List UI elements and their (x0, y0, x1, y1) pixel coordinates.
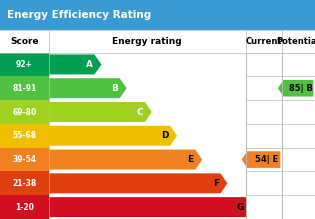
Bar (282, 195, 315, 219)
Bar (0, 195, 49, 219)
Bar (0, 148, 49, 171)
Bar (246, 53, 282, 76)
Bar (0, 0, 315, 30)
Bar (246, 76, 282, 100)
Polygon shape (49, 197, 253, 217)
Polygon shape (242, 151, 280, 168)
Bar (0, 124, 49, 148)
Polygon shape (49, 78, 127, 98)
Polygon shape (49, 55, 101, 74)
Bar (282, 76, 315, 100)
Text: B: B (111, 84, 118, 93)
Polygon shape (49, 126, 177, 146)
Bar (246, 100, 282, 124)
Text: G: G (237, 203, 244, 212)
Bar (0, 76, 49, 100)
Bar (246, 171, 282, 195)
Polygon shape (49, 102, 152, 122)
Text: 54| E: 54| E (255, 155, 278, 164)
Text: 21-38: 21-38 (12, 179, 37, 188)
Text: E: E (188, 155, 194, 164)
Text: Energy rating: Energy rating (112, 37, 182, 46)
Text: Score: Score (10, 37, 39, 46)
Bar (0, 171, 49, 195)
Text: 1-20: 1-20 (15, 203, 34, 212)
Text: 92+: 92+ (16, 60, 33, 69)
Polygon shape (49, 150, 202, 170)
Bar (246, 148, 282, 171)
Text: F: F (213, 179, 219, 188)
Polygon shape (49, 173, 227, 193)
Text: 69-80: 69-80 (12, 108, 37, 117)
Polygon shape (278, 80, 313, 97)
Text: 85| B: 85| B (289, 84, 313, 93)
Text: 39-54: 39-54 (12, 155, 37, 164)
Bar (282, 148, 315, 171)
Text: Energy Efficiency Rating: Energy Efficiency Rating (7, 10, 151, 20)
Bar (0, 53, 49, 76)
Bar (246, 195, 282, 219)
Text: 55-68: 55-68 (12, 131, 37, 140)
Text: Potential: Potential (277, 37, 315, 46)
Text: D: D (161, 131, 169, 140)
Text: A: A (86, 60, 93, 69)
Bar (282, 53, 315, 76)
Bar (282, 100, 315, 124)
Bar (282, 124, 315, 148)
Bar (246, 124, 282, 148)
Text: C: C (137, 108, 143, 117)
Text: 81-91: 81-91 (12, 84, 37, 93)
Bar (0, 30, 315, 53)
Bar (0, 100, 49, 124)
Bar (282, 171, 315, 195)
Text: Current: Current (246, 37, 282, 46)
